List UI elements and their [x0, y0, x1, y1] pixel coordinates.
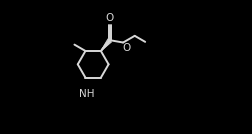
Text: NH: NH: [79, 89, 94, 99]
Text: O: O: [106, 13, 114, 23]
Text: O: O: [122, 43, 130, 53]
